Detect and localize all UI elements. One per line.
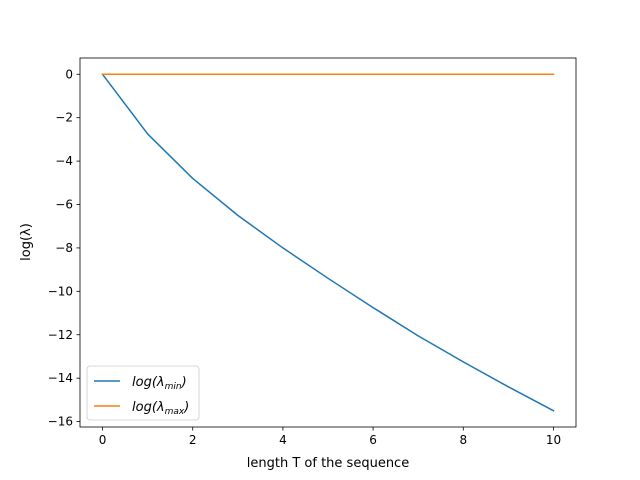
series-point-min-5 bbox=[327, 277, 329, 279]
legend: log(λmin) log(λmax) bbox=[86, 365, 200, 421]
y-axis-label: log(λ) bbox=[19, 223, 34, 261]
y-tick-label: −8 bbox=[55, 241, 73, 255]
series-point-min-4 bbox=[282, 247, 284, 249]
series-point-min-10 bbox=[552, 410, 555, 412]
legend-label-max: log(λmax) bbox=[132, 400, 189, 417]
x-tick-label: 6 bbox=[369, 433, 377, 447]
series-point-max-10 bbox=[552, 73, 555, 75]
series-point-max-2 bbox=[192, 73, 194, 75]
series-point-max-4 bbox=[282, 73, 284, 75]
plot-area bbox=[80, 58, 576, 427]
y-tick-label: −12 bbox=[48, 328, 73, 342]
series-point-min-7 bbox=[417, 335, 419, 337]
series-layer bbox=[101, 73, 555, 412]
y-tick-label: −2 bbox=[55, 111, 73, 125]
x-tick-label: 4 bbox=[279, 433, 287, 447]
x-tick-label: 2 bbox=[189, 433, 197, 447]
y-tick-label: 0 bbox=[65, 67, 73, 81]
series-point-max-9 bbox=[507, 73, 509, 75]
series-point-max-3 bbox=[237, 73, 239, 75]
x-tick-label: 0 bbox=[99, 433, 107, 447]
legend-label-min: log(λmin) bbox=[132, 375, 187, 392]
series-point-max-5 bbox=[327, 73, 329, 75]
series-point-min-6 bbox=[372, 307, 374, 309]
series-point-max-0 bbox=[101, 73, 104, 75]
x-axis-ticks: 0 2 4 6 8 10 bbox=[99, 427, 561, 447]
x-axis-label: length T of the sequence bbox=[247, 456, 409, 471]
series-point-min-9 bbox=[507, 386, 509, 388]
series-point-min-2 bbox=[192, 177, 194, 180]
series-point-min-8 bbox=[462, 361, 464, 363]
y-tick-label: −10 bbox=[48, 284, 73, 298]
series-point-max-6 bbox=[372, 73, 374, 75]
series-point-max-7 bbox=[417, 73, 419, 75]
y-axis-ticks: 0 −2 −4 −6 −8 −10 −12 −14 −16 bbox=[48, 67, 80, 429]
series-point-min-3 bbox=[237, 214, 239, 216]
series-point-max-8 bbox=[462, 73, 464, 75]
x-tick-label: 8 bbox=[459, 433, 467, 447]
series-point-min-1 bbox=[147, 133, 149, 135]
x-tick-label: 10 bbox=[546, 433, 561, 447]
plot-frame bbox=[79, 57, 577, 428]
series-point-max-1 bbox=[147, 73, 149, 75]
y-tick-label: −16 bbox=[48, 415, 73, 429]
y-tick-label: −6 bbox=[55, 198, 73, 212]
y-tick-label: −4 bbox=[55, 154, 73, 168]
y-tick-label: −14 bbox=[48, 371, 73, 385]
